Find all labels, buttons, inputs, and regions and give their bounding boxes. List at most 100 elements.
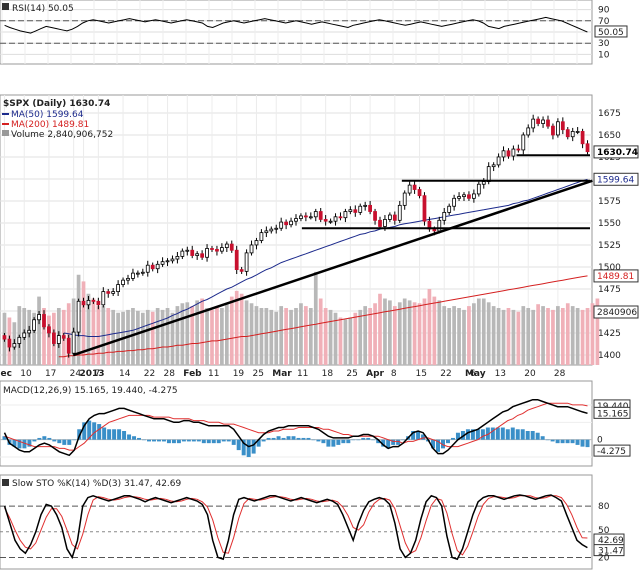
candle-body [348, 209, 353, 212]
candle-body [131, 272, 135, 279]
volume-bar [541, 306, 545, 365]
macd-hist-bar [570, 439, 575, 444]
volume-legend-icon [2, 130, 9, 136]
macd-tag-box [593, 444, 631, 457]
volume-bar [86, 293, 91, 365]
volume-bar [368, 308, 372, 365]
macd-hist-bar [117, 429, 122, 440]
candle-body [155, 263, 160, 270]
price-panel: $SPX (Daily) 1630.74 MA(50) 1599.64 MA(2… [0, 94, 639, 366]
macd-hist-bar [316, 439, 321, 442]
candle-body [392, 214, 397, 221]
volume-bar [590, 303, 595, 365]
candle-body [76, 300, 81, 333]
macd-signal-line [4, 402, 588, 451]
candle-body [249, 244, 254, 254]
macd-hist-bar [550, 439, 555, 442]
x-tick-label: 25 [252, 369, 263, 379]
volume-bar [294, 308, 298, 365]
candle-body [61, 335, 66, 339]
candle-body [486, 166, 491, 182]
macd-hist-bar [475, 429, 480, 440]
candle-body [279, 221, 284, 229]
x-tick-label: May [465, 369, 486, 379]
candle-body [210, 248, 214, 250]
macd-hist-bar [386, 439, 391, 449]
price-legend-title: $SPX (Daily) 1630.74 [3, 99, 110, 109]
candle-body [66, 337, 71, 354]
macd-hist-bar [286, 436, 291, 440]
macd-hist-bar [22, 439, 27, 449]
candle-body [526, 127, 531, 136]
candle-body [145, 264, 150, 273]
macd-hist-bar [351, 439, 356, 441]
volume-bar [511, 309, 516, 365]
macd-hist-bar [132, 436, 137, 440]
volume-bar [136, 310, 140, 365]
macd-hist-bar [510, 427, 515, 440]
volume-bar [556, 306, 560, 365]
macd-hist-bar [102, 427, 107, 440]
macd-hist-bar [296, 437, 301, 440]
volume-bar [234, 290, 239, 365]
rsi-marker-icon [2, 3, 9, 10]
macd-tick-label: 0 [597, 436, 603, 446]
macd-hist-bar [560, 439, 565, 444]
macd-hist-bar [331, 439, 336, 447]
candle-body [239, 269, 244, 272]
candle-body [565, 129, 570, 138]
candle-body [541, 119, 545, 124]
price-legend: $SPX (Daily) 1630.74 MA(50) 1599.64 MA(2… [2, 99, 113, 140]
macd-hist-bar [17, 439, 22, 449]
volume-bar [131, 308, 135, 365]
ma50-line [63, 178, 588, 337]
candle-body [511, 148, 516, 157]
volume-bar [229, 296, 234, 365]
macd-hist-bar [540, 436, 545, 440]
candle-body [86, 299, 91, 306]
volume-bar [224, 304, 229, 365]
candle-body [200, 253, 205, 258]
volume-bar [249, 303, 254, 365]
ma50-tag-box [593, 172, 639, 186]
candle-body [387, 214, 392, 220]
volume-tag-box [593, 305, 639, 319]
volume-bar [333, 312, 338, 365]
x-tick-label: 22 [440, 369, 451, 379]
volume-bar [531, 309, 536, 365]
candle-body [180, 250, 185, 257]
sto-tick-label: 31.47 [598, 547, 624, 557]
volume-bar [516, 311, 521, 365]
macd-hist-bar [321, 439, 326, 444]
volume-bar [284, 308, 288, 365]
volume-bar [323, 308, 328, 365]
volume-bar [180, 303, 185, 365]
candle-body [219, 247, 224, 252]
candle-body [170, 258, 175, 262]
x-tick-label: 7 [94, 369, 100, 379]
candle-body [303, 215, 308, 218]
macd-hist-bar [112, 429, 117, 440]
candle-body [471, 193, 476, 199]
x-tick-label: ec [0, 369, 11, 379]
volume-bar [412, 302, 417, 365]
volume-legend: Volume 2,840,906,752 [11, 130, 113, 140]
rsi-last-tag [594, 25, 628, 38]
macd-hist-bar [520, 429, 525, 440]
x-tick-label: 17 [45, 369, 56, 379]
volume-bar [472, 303, 476, 365]
volume-bar [239, 293, 244, 365]
macd-hist-bar [381, 439, 386, 447]
volume-bar [145, 309, 150, 365]
volume-bar [392, 306, 397, 365]
candle-body [135, 272, 140, 275]
macd-hist-bar [226, 439, 231, 442]
macd-hist-bar [176, 439, 181, 444]
macd-hist-bar [281, 437, 286, 440]
candle-body [175, 255, 180, 260]
volume-bar [437, 300, 442, 365]
candle-body [442, 211, 447, 221]
candle-body [333, 216, 338, 222]
candle-body [506, 150, 511, 157]
macd-hist-bar [137, 437, 142, 440]
